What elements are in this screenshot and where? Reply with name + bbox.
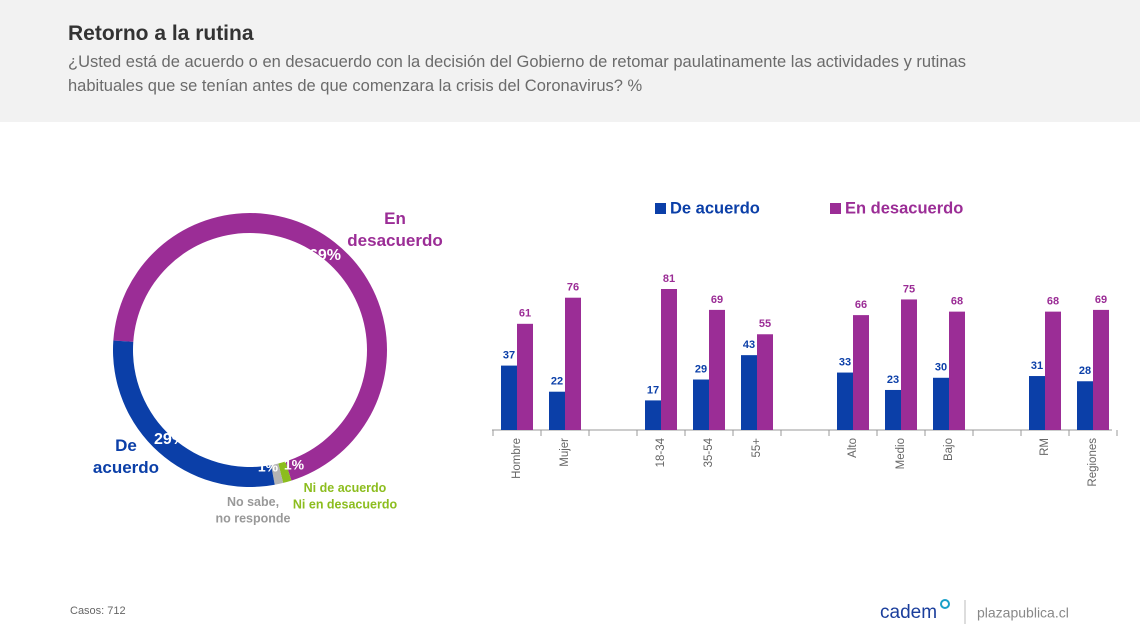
bar [709, 309, 725, 430]
bar [565, 297, 581, 430]
bar [1093, 309, 1109, 430]
x-tick-label: Regiones [1087, 438, 1099, 487]
bar [1029, 376, 1045, 430]
x-tick-label: 18-34 [655, 437, 667, 467]
data-label: 75 [903, 283, 915, 295]
x-tick-label: RM [1039, 438, 1051, 456]
x-tick-label: 55+ [751, 438, 763, 458]
bar [757, 334, 773, 430]
legend-label: De acuerdo [670, 199, 760, 217]
data-label: 29 [695, 363, 707, 375]
brand-dot [940, 599, 950, 609]
slice-name: Ni de acuerdo Ni en desacuerdo [293, 481, 398, 511]
bar [901, 299, 917, 430]
data-label: 28 [1079, 365, 1091, 377]
header: Retorno a la rutina ¿Usted está de acuer… [0, 0, 1140, 122]
donut-slice [271, 463, 284, 485]
data-label: 69 [1095, 294, 1107, 306]
data-label: 22 [551, 376, 563, 388]
x-tick-label: Mujer [559, 438, 571, 467]
data-label: 68 [1047, 296, 1059, 308]
legend-label: En desacuerdo [845, 199, 963, 217]
subtitle: ¿Usted está de acuerdo o en desacuerdo c… [68, 53, 966, 95]
bar [517, 323, 533, 430]
donut-slice [113, 340, 275, 487]
bar [837, 372, 853, 430]
donut-slice [278, 461, 292, 483]
legend-swatch [830, 203, 841, 214]
slice-value: 29% [154, 431, 186, 448]
site: plazapublica.cl [977, 605, 1069, 621]
bar [661, 289, 677, 430]
bar [933, 377, 949, 430]
legend-swatch [655, 203, 666, 214]
data-label: 17 [647, 384, 659, 396]
data-label: 33 [839, 356, 851, 368]
x-tick-label: Hombre [511, 438, 523, 479]
data-label: 69 [711, 294, 723, 306]
x-tick-label: Bajo [943, 438, 955, 461]
bar [1077, 381, 1093, 430]
bar [501, 365, 517, 430]
data-label: 61 [519, 308, 531, 320]
slice-value: 1% [284, 457, 305, 473]
bar [885, 389, 901, 430]
slice-value: 1% [258, 459, 279, 475]
data-label: 31 [1031, 360, 1043, 372]
bar [645, 400, 661, 430]
data-label: 81 [663, 273, 675, 285]
slice-name: De acuerdo [93, 436, 159, 477]
x-tick-label: Medio [895, 438, 907, 469]
slice-name: En desacuerdo [347, 209, 442, 250]
data-label: 76 [567, 282, 579, 294]
x-tick-label: 35-54 [703, 437, 715, 467]
bar [741, 355, 757, 430]
bar [853, 315, 869, 430]
data-label: 23 [887, 374, 899, 386]
title: Retorno a la rutina [68, 22, 254, 45]
data-label: 55 [759, 318, 771, 330]
bar [549, 391, 565, 430]
data-label: 37 [503, 349, 515, 361]
x-tick-label: Alto [847, 438, 859, 458]
data-label: 68 [951, 296, 963, 308]
bar [1045, 311, 1061, 430]
slice-name: No sabe, no responde [215, 495, 290, 525]
brand: cadem [880, 602, 937, 623]
bar [693, 379, 709, 430]
data-label: 43 [743, 339, 755, 351]
note: Casos: 712 [70, 605, 126, 617]
bar [949, 311, 965, 430]
data-label: 66 [855, 299, 867, 311]
data-label: 30 [935, 362, 947, 374]
slice-value: 69% [309, 247, 341, 264]
